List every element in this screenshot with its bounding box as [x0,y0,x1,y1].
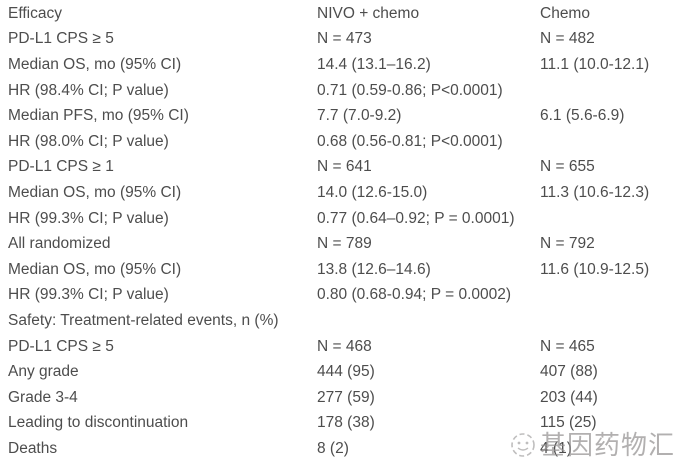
chemo-cell: 407 (88) [540,363,598,381]
chemo-cell: N = 792 [540,235,595,253]
row-label: Grade 3-4 [8,388,78,406]
row-label: Deaths [8,439,58,457]
header-efficacy: Efficacy [8,4,62,22]
row-label: PD-L1 CPS ≥ 5 [8,30,114,48]
table-row: PD-L1 CPS ≥ 1 N = 641 N = 655 [0,155,677,181]
chemo-cell: 11.3 (10.6-12.3) [540,183,650,201]
table-row: PD-L1 CPS ≥ 5 N = 468 N = 465 [0,334,677,360]
table-row: HR (99.3% CI; P value) 0.77 (0.64–0.92; P… [0,206,677,232]
row-label: HR (99.3% CI; P value) [8,286,169,304]
chemo-cell: N = 482 [540,30,595,48]
table-row: Leading to discontinuation 178 (38) 115 (2… [0,411,677,437]
chemo-cell [532,129,677,155]
table-body: PD-L1 CPS ≥ 5 N = 473 N = 482 Median OS, mo… [0,27,677,462]
chemo-cell: 6.1 (5.6-6.9) [540,107,625,125]
chemo-cell: N = 655 [540,158,595,176]
row-label: PD-L1 CPS ≥ 5 [8,337,114,355]
nivo-chemo-cell: 0.71 (0.59-0.86; P<0.0001) [317,81,503,99]
row-label: Median PFS, mo (95% CI) [8,107,189,125]
table-row: HR (99.3% CI; P value) 0.80 (0.68-0.94; P… [0,283,677,309]
row-label: Median OS, mo (95% CI) [8,260,182,278]
row-label: HR (98.4% CI; P value) [8,81,169,99]
row-label: Median OS, mo (95% CI) [8,55,182,73]
table-row: Median OS, mo (95% CI) 14.4 (13.1–16.2) 11… [0,52,677,78]
chemo-cell [532,206,677,232]
chemo-cell [532,308,677,334]
row-label: PD-L1 CPS ≥ 1 [8,158,114,176]
table-row: Grade 3-4 277 (59) 203 (44) [0,385,677,411]
nivo-chemo-cell: 7.7 (7.0-9.2) [317,107,402,125]
nivo-chemo-cell: N = 468 [317,337,372,355]
row-label: All randomized [8,235,111,253]
row-label: HR (99.3% CI; P value) [8,209,169,227]
table-header: Efficacy NIVO + chemo Chemo [0,1,677,27]
nivo-chemo-cell: 0.77 (0.64–0.92; P = 0.0001) [317,209,515,227]
chemo-cell: 11.1 (10.0-12.1) [540,55,650,73]
table-row: PD-L1 CPS ≥ 5 N = 473 N = 482 [0,27,677,53]
row-label: Safety: Treatment-related events, n (%) [8,311,279,329]
table-row: Median OS, mo (95% CI) 13.8 (12.6–14.6) 11… [0,257,677,283]
table-row: Any grade 444 (95) 407 (88) [0,359,677,385]
nivo-chemo-cell: 277 (59) [317,388,375,406]
chemo-cell [532,283,677,309]
nivo-chemo-cell: 0.80 (0.68-0.94; P = 0.0002) [317,286,512,304]
table-row: HR (98.0% CI; P value) 0.68 (0.56-0.81; P… [0,129,677,155]
row-label: Leading to discontinuation [8,414,189,432]
row-label: HR (98.0% CI; P value) [8,132,169,150]
nivo-chemo-cell: N = 641 [317,158,372,176]
row-label: Any grade [8,363,79,381]
table-row: All randomized N = 789 N = 792 [0,231,677,257]
table-row: Median PFS, mo (95% CI) 7.7 (7.0-9.2) 6.1 … [0,103,677,129]
chemo-cell: 11.6 (10.9-12.5) [540,260,650,278]
nivo-chemo-cell: 14.0 (12.6-15.0) [317,183,428,201]
nivo-chemo-cell: 14.4 (13.1–16.2) [317,55,431,73]
chemo-cell: 4 (1) [540,439,572,457]
header-nivo-chemo: NIVO + chemo [317,4,420,22]
nivo-chemo-cell: N = 789 [317,235,372,253]
nivo-chemo-cell: 13.8 (12.6–14.6) [317,260,431,278]
chemo-cell: N = 465 [540,337,595,355]
header-chemo: Chemo [540,4,590,22]
table-row: Deaths 8 (2) 4 (1) [0,436,677,462]
nivo-chemo-cell: 8 (2) [317,439,349,457]
table-header-row: Efficacy NIVO + chemo Chemo [0,1,677,27]
nivo-chemo-cell: 0.68 (0.56-0.81; P<0.0001) [317,132,503,150]
table-row: Median OS, mo (95% CI) 14.0 (12.6-15.0) 11… [0,180,677,206]
row-label: Median OS, mo (95% CI) [8,183,182,201]
chemo-cell [532,78,677,104]
table-row: HR (98.4% CI; P value) 0.71 (0.59-0.86; P… [0,78,677,104]
nivo-chemo-cell: 178 (38) [317,414,375,432]
nivo-chemo-cell: N = 473 [317,30,372,48]
chemo-cell: 203 (44) [540,388,598,406]
chemo-cell: 115 (25) [540,414,597,432]
nivo-chemo-cell: 444 (95) [317,363,375,381]
table-row: Safety: Treatment-related events, n (%) [0,308,677,334]
nivo-chemo-cell [309,308,532,334]
